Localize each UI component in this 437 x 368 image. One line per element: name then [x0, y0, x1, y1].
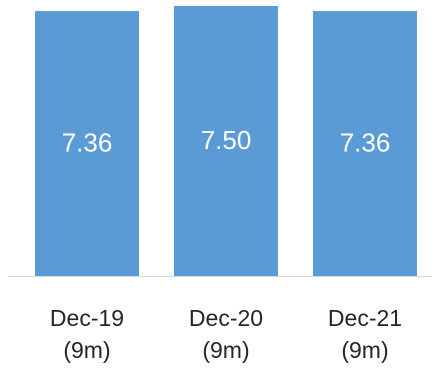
bar-2 [174, 6, 278, 276]
data-label-3: 7.36 [340, 128, 391, 158]
bar-3 [313, 11, 417, 276]
category-label-2-line-2: (9m) [202, 337, 249, 363]
data-labels-group: 7.36 7.50 7.36 [62, 125, 391, 158]
category-labels-group: Dec-19 (9m) Dec-20 (9m) Dec-21 (9m) [50, 305, 402, 363]
category-label-1-line-1: Dec-19 [50, 305, 124, 331]
category-label-3-line-1: Dec-21 [328, 305, 402, 331]
bar-1 [35, 11, 139, 276]
category-label-1-line-2: (9m) [63, 337, 110, 363]
category-label-2-line-1: Dec-20 [189, 305, 263, 331]
category-label-3-line-2: (9m) [341, 337, 388, 363]
data-label-1: 7.36 [62, 128, 113, 158]
data-label-2: 7.50 [201, 125, 252, 155]
bars-group [35, 6, 417, 276]
